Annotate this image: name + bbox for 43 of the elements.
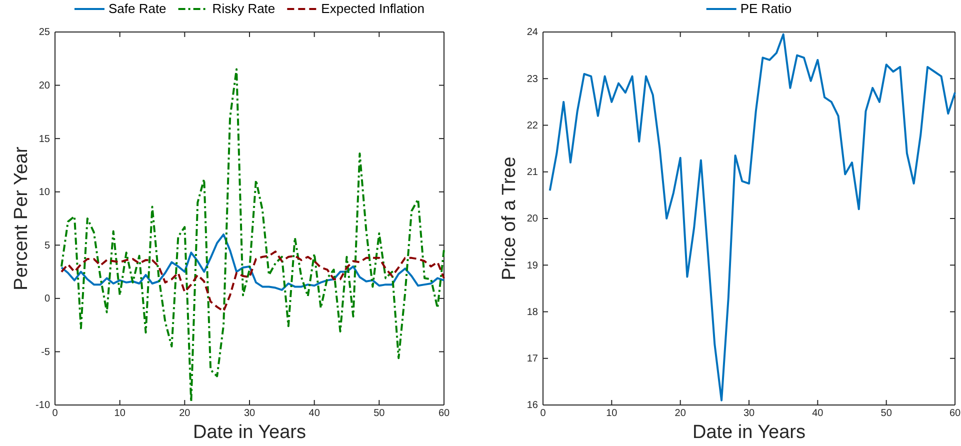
legend-label: Expected Inflation [321,1,425,16]
y-axis-title: Price of a Tree [499,156,520,280]
legend-label: Risky Rate [212,1,276,16]
x-tick-label: 50 [880,408,892,420]
x-tick-label: 40 [308,408,320,420]
line-series [60,250,445,312]
x-tick-label: 20 [179,408,191,420]
x-tick-label: 10 [114,408,126,420]
legend-label: Safe Rate [108,1,166,16]
x-tick-label: 10 [606,408,618,420]
y-tick-label: 10 [38,187,50,198]
y-tick-label: 17 [526,354,538,365]
y-tick-label: 25 [38,27,50,38]
y-tick-label: -10 [36,400,50,412]
y-tick-label: 24 [526,27,538,38]
y-tick-label: 23 [526,74,538,85]
y-tick-label: 20 [526,214,538,225]
x-tick-label: 40 [812,408,824,420]
y-tick-label: 22 [526,120,538,132]
y-axis-title: Percent Per Year [11,146,32,290]
line-series [60,233,445,291]
y-tick-label: 21 [526,167,538,178]
x-tick-label: 60 [438,408,450,420]
x-tick-label: 0 [540,408,546,420]
y-tick-label: 19 [526,260,538,272]
y-tick-label: 0 [44,294,50,305]
y-tick-label: 20 [38,80,50,92]
x-tick-label: 0 [52,408,58,420]
legend-label: PE Ratio [740,1,792,16]
x-tick-label: 30 [743,408,755,420]
line-series [548,33,956,402]
x-tick-label: 60 [949,408,961,420]
x-axis-title: Date in Years [692,422,806,443]
y-tick-label: 5 [44,240,50,252]
x-tick-label: 20 [674,408,686,420]
x-tick-label: 30 [244,408,256,420]
y-tick-label: 16 [526,400,538,412]
line-series [60,68,445,403]
y-tick-label: 15 [38,134,50,145]
x-tick-label: 50 [374,408,386,420]
x-axis-title: Date in Years [192,422,306,443]
y-tick-label: 18 [526,306,538,318]
y-tick-label: -5 [41,346,50,358]
